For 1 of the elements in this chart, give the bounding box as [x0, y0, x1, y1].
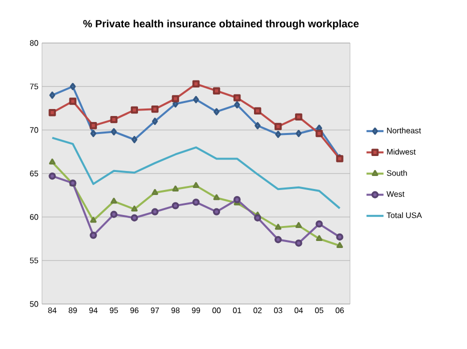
chart-title: % Private health insurance obtained through workplace [83, 20, 359, 30]
